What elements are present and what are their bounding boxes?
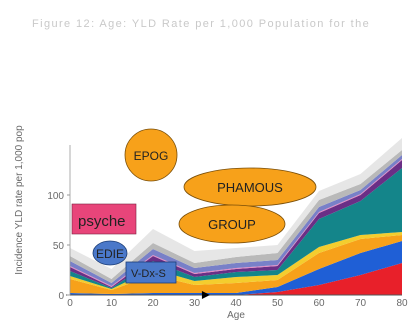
y-tick-label: 100	[47, 191, 64, 202]
x-tick-group: 0 10 20 30 40 50 60 70 80	[67, 298, 408, 309]
x-tick-label: 40	[230, 298, 242, 309]
overlay-phamous-label: PHAMOUS	[217, 180, 283, 195]
overlay-group-shape	[178, 204, 286, 244]
area-series-4	[70, 168, 402, 289]
overlay-group-label: GROUP	[208, 217, 256, 232]
overlay-v-dx-s-shape	[125, 261, 177, 284]
overlay-epog-shape	[124, 128, 178, 182]
x-tick-label: 80	[396, 298, 408, 309]
overlay-group: GROUP	[178, 204, 286, 244]
overlay-v-dx-s-label: V-Dx-S	[131, 268, 166, 280]
x-tick-label: 60	[313, 298, 325, 309]
area-series-9	[70, 138, 402, 279]
overlay-edie: EDIE	[92, 240, 128, 266]
x-tick-label: 50	[272, 298, 284, 309]
x-tick-label: 10	[106, 298, 118, 309]
x-tick-label: 20	[147, 298, 159, 309]
y-tick-label: 0	[58, 291, 64, 302]
overlay-v-dx-s: V-Dx-S	[125, 261, 177, 284]
arrow-marker-icon	[201, 291, 210, 299]
x-tick-label: 30	[189, 298, 201, 309]
x-tick-label: 70	[355, 298, 367, 309]
area-series-1	[70, 241, 402, 295]
overlay-psyche-label: psyche	[78, 213, 126, 230]
area-series-7	[70, 155, 402, 286]
x-tick-label: 0	[67, 298, 73, 309]
y-axis-title: Incidence YLD rate per 1,000 pop	[14, 125, 25, 275]
x-axis-title: Age	[227, 310, 245, 321]
overlay-psyche-shape	[71, 203, 137, 235]
area-series-0	[70, 263, 402, 295]
overlay-edie-shape	[92, 240, 128, 266]
slide-header-text: Figure 12: Age: YLD Rate per 1,000 Popul…	[32, 18, 371, 30]
area-series-3	[70, 232, 402, 290]
overlay-edie-label: EDIE	[96, 247, 124, 261]
y-tick-label: 50	[53, 241, 65, 252]
top-bar	[0, 0, 412, 16]
overlay-epog-label: EPOG	[134, 149, 169, 163]
overlay-epog: EPOG	[124, 128, 178, 182]
overlay-phamous: PHAMOUS	[183, 167, 317, 207]
y-tick-group: 0 50 100	[47, 191, 70, 302]
overlay-psyche: psyche	[71, 203, 137, 235]
